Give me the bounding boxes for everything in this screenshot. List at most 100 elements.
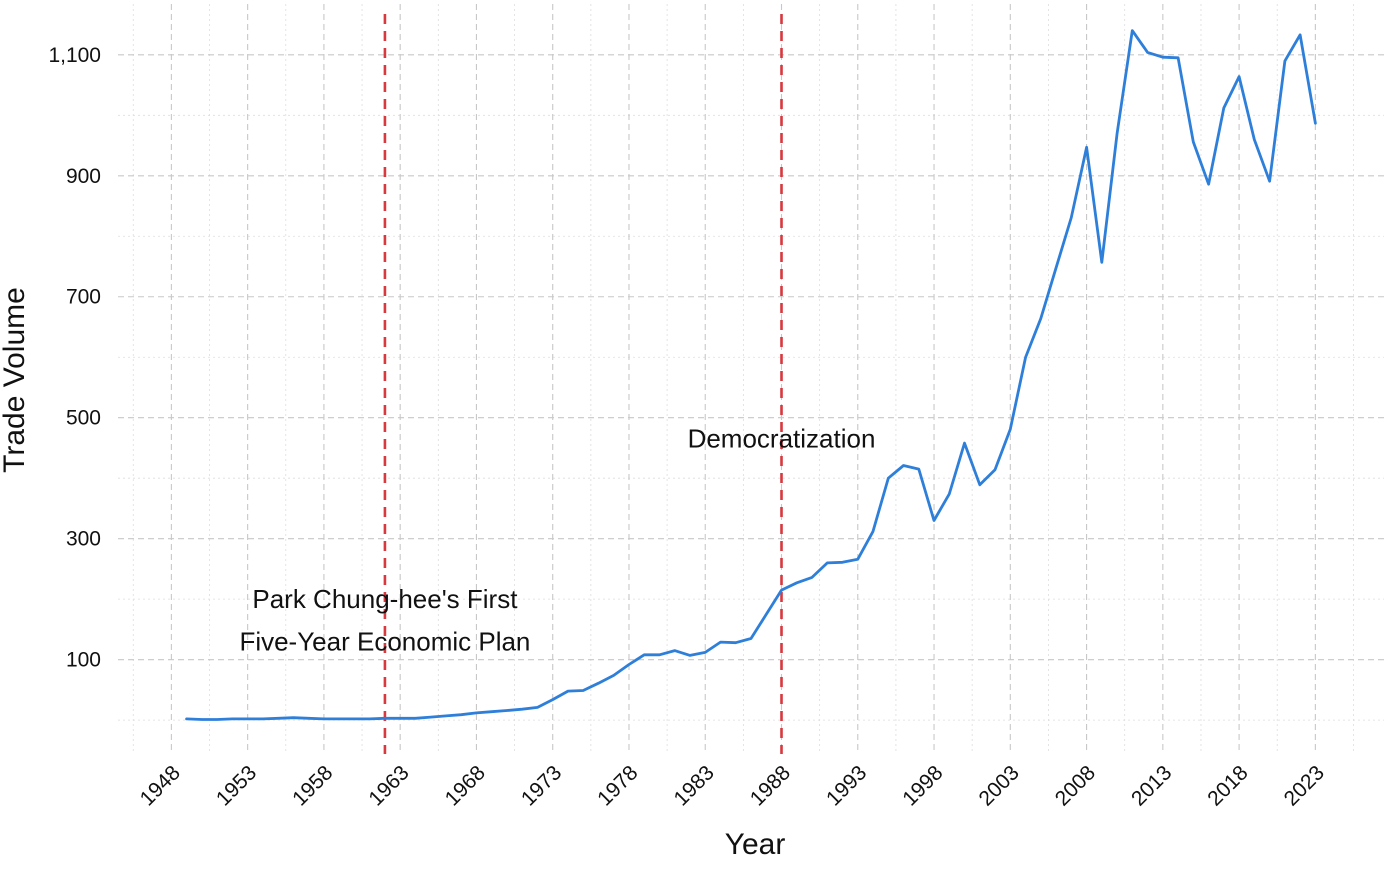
data-point xyxy=(292,717,294,719)
data-point xyxy=(796,582,798,584)
data-point xyxy=(628,663,630,665)
data-point xyxy=(231,718,233,720)
data-point xyxy=(552,698,554,700)
data-point xyxy=(841,561,843,563)
x-tick-label: 1963 xyxy=(364,761,413,810)
event-lines xyxy=(383,14,783,754)
data-point xyxy=(368,718,370,720)
data-point xyxy=(338,718,340,720)
data-point xyxy=(902,464,904,466)
x-tick-label: 1958 xyxy=(288,761,337,810)
y-axis-title: Trade Volume xyxy=(0,287,31,473)
data-point xyxy=(262,718,264,720)
data-point xyxy=(933,519,935,521)
series-layer xyxy=(185,29,1317,721)
data-point xyxy=(872,530,874,532)
data-point xyxy=(277,717,279,719)
data-point xyxy=(414,717,416,719)
x-tick-label: 1948 xyxy=(136,761,185,810)
data-point xyxy=(1177,57,1179,59)
data-point xyxy=(826,562,828,564)
data-point xyxy=(536,706,538,708)
y-tick-label: 700 xyxy=(66,286,101,309)
x-tick-label: 2018 xyxy=(1203,761,1252,810)
data-point xyxy=(307,717,309,719)
annotation-label: Park Chung-hee's First xyxy=(252,584,518,614)
data-point xyxy=(216,718,218,720)
data-point xyxy=(963,442,965,444)
x-tick-label: 1978 xyxy=(593,761,642,810)
data-point xyxy=(429,716,431,718)
data-point xyxy=(811,576,813,578)
x-axis-title: Year xyxy=(725,828,786,861)
data-point xyxy=(475,712,477,714)
x-tick-label: 1953 xyxy=(212,761,261,810)
y-tick-label: 100 xyxy=(66,649,101,672)
data-point xyxy=(1101,261,1103,263)
data-point xyxy=(201,718,203,720)
data-point xyxy=(643,654,645,656)
series-line-trade-volume xyxy=(185,29,1317,721)
data-point xyxy=(1284,60,1286,62)
data-point xyxy=(979,484,981,486)
data-point xyxy=(323,718,325,720)
data-point xyxy=(1253,138,1255,140)
x-tick-label: 2023 xyxy=(1280,761,1329,810)
data-point xyxy=(735,642,737,644)
data-point xyxy=(1223,107,1225,109)
x-tick-label: 1993 xyxy=(822,761,871,810)
x-tick-label: 1983 xyxy=(669,761,718,810)
x-tick-label: 1988 xyxy=(746,761,795,810)
x-tick-label: 1973 xyxy=(517,761,566,810)
y-tick-label: 300 xyxy=(66,528,101,551)
grid-layer xyxy=(118,4,1384,754)
data-point xyxy=(780,589,782,591)
data-point xyxy=(1238,75,1240,77)
data-point xyxy=(857,558,859,560)
data-point xyxy=(1085,146,1087,148)
data-point xyxy=(613,674,615,676)
x-tick-label: 2013 xyxy=(1127,761,1176,810)
data-point xyxy=(185,718,187,720)
data-point xyxy=(506,709,508,711)
y-tick-labels: 100 300 500 700 900 1,100 xyxy=(48,44,101,672)
data-point xyxy=(719,641,721,643)
data-point xyxy=(353,718,355,720)
data-point xyxy=(597,682,599,684)
data-point xyxy=(567,690,569,692)
data-point xyxy=(1207,183,1209,185)
data-point xyxy=(765,613,767,615)
annotations: Park Chung-hee's First Five-Year Economic… xyxy=(239,423,875,656)
data-point xyxy=(521,708,523,710)
data-point xyxy=(1116,132,1118,134)
data-point xyxy=(658,654,660,656)
annotation-label: Five-Year Economic Plan xyxy=(239,627,530,657)
data-point xyxy=(1162,56,1164,58)
data-point xyxy=(1009,428,1011,430)
data-point xyxy=(399,717,401,719)
data-point xyxy=(948,493,950,495)
data-point xyxy=(1024,356,1026,358)
annotation-label: Democratization xyxy=(688,423,876,453)
data-point xyxy=(1192,141,1194,143)
data-point xyxy=(460,713,462,715)
data-point xyxy=(490,710,492,712)
y-tick-label: 900 xyxy=(66,165,101,188)
data-point xyxy=(1131,29,1133,31)
data-point xyxy=(750,637,752,639)
data-point xyxy=(994,469,996,471)
data-point xyxy=(1146,51,1148,53)
x-tick-label: 1998 xyxy=(898,761,947,810)
data-point xyxy=(246,718,248,720)
data-point xyxy=(1299,34,1301,36)
data-point xyxy=(582,689,584,691)
x-tick-label: 1968 xyxy=(441,761,490,810)
data-point xyxy=(689,654,691,656)
data-point xyxy=(445,715,447,717)
data-point xyxy=(1040,317,1042,319)
x-tick-label: 2008 xyxy=(1051,761,1100,810)
data-point xyxy=(704,651,706,653)
data-point xyxy=(1268,180,1270,182)
y-tick-label: 1,100 xyxy=(48,44,101,67)
